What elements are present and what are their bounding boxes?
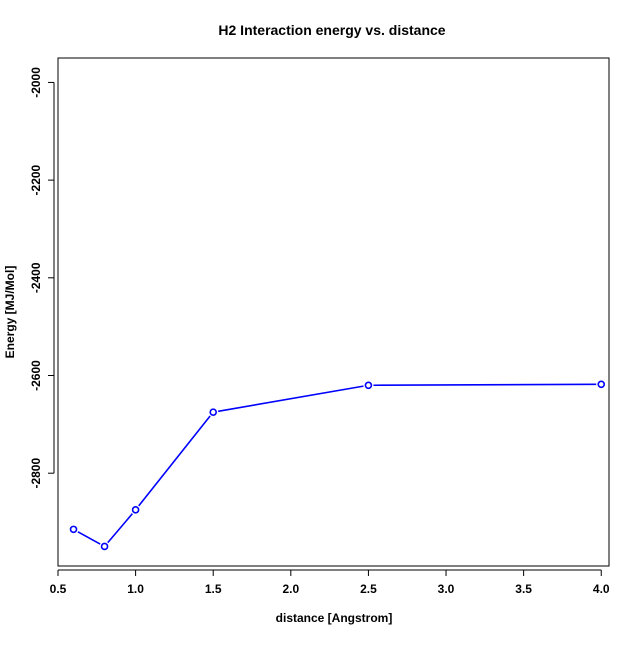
- y-axis: -2800 -2600 -2400 -2200 -2000: [29, 67, 55, 489]
- data-point: [100, 542, 109, 551]
- series-line-segment: [138, 415, 211, 507]
- series-layer: [69, 380, 606, 551]
- chart-title: H2 Interaction energy vs. distance: [218, 22, 445, 38]
- x-axis-label: distance [Angstrom]: [276, 611, 393, 625]
- y-tick-label: -2400: [29, 262, 43, 293]
- series-line-segment: [107, 513, 133, 544]
- x-tick-label: 3.5: [515, 582, 532, 596]
- series-line-segment: [373, 383, 597, 387]
- data-point: [597, 380, 606, 389]
- y-tick-label: -2200: [29, 164, 43, 195]
- data-point: [364, 381, 373, 390]
- x-tick-label: 0.5: [50, 582, 67, 596]
- x-tick-label: 4.0: [593, 582, 610, 596]
- series-line-segment: [218, 385, 364, 413]
- y-axis-label: Energy [MJ/Mol]: [3, 266, 17, 359]
- x-tick-label: 2.5: [360, 582, 377, 596]
- data-point: [69, 525, 78, 534]
- plot-frame: [57, 57, 610, 567]
- x-tick-label: 2.0: [282, 582, 299, 596]
- x-tick-label: 1.5: [205, 582, 222, 596]
- y-tick-label: -2600: [29, 360, 43, 391]
- y-tick-label: -2000: [29, 67, 43, 98]
- y-tick-label: -2800: [29, 458, 43, 489]
- series-line-segment: [77, 531, 101, 545]
- data-point: [209, 408, 218, 416]
- x-tick-label: 3.0: [438, 582, 455, 596]
- x-axis: 0.5 1.0 1.5 2.0 2.5 3.0 3.5 4.0: [50, 569, 610, 596]
- x-tick-label: 1.0: [127, 582, 144, 596]
- data-point: [131, 506, 140, 514]
